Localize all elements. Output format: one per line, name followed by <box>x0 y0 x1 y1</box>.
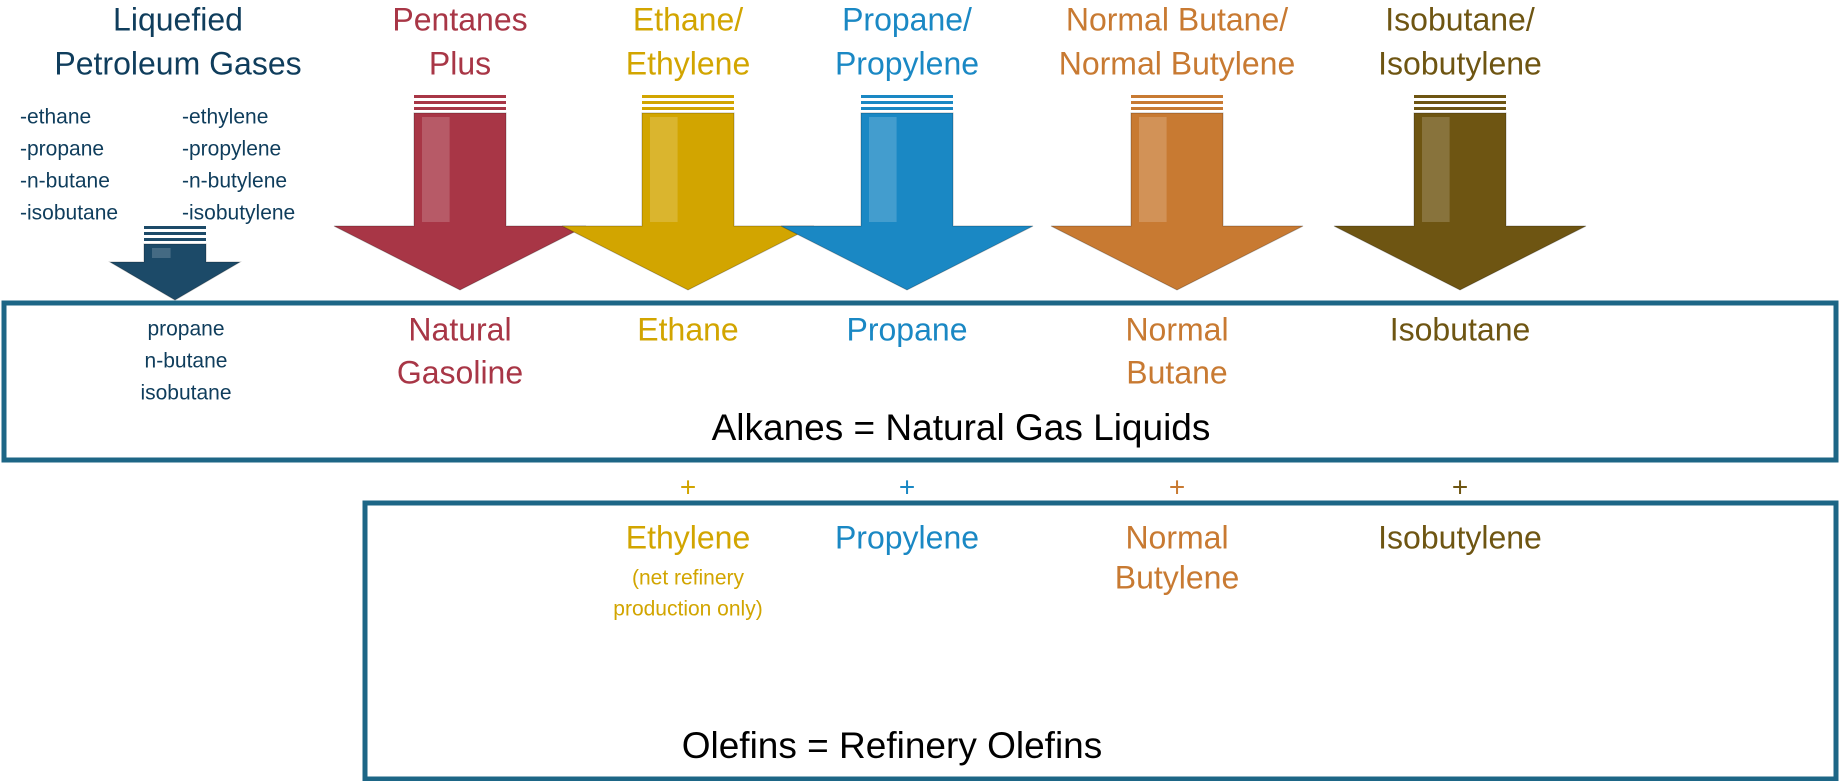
flow-arrow-stripe <box>414 95 506 98</box>
olefin-label: Normal <box>1125 519 1228 555</box>
flow-arrow-stripe <box>1131 107 1223 110</box>
flow-arrow <box>334 113 586 290</box>
lpg-title: Liquefied <box>113 1 243 37</box>
olefin-note: production only) <box>613 598 762 621</box>
plus-sign: + <box>1452 471 1468 502</box>
plus-sign: + <box>680 471 696 502</box>
column-header: Propane/ <box>842 1 972 37</box>
olefin-note: (net refinery <box>632 567 745 590</box>
column-header: Normal Butane/ <box>1066 1 1288 37</box>
lpg-arrow-shine <box>152 248 171 258</box>
flow-arrow-shine <box>1422 117 1450 222</box>
column-header: Normal Butylene <box>1059 45 1296 81</box>
column-header: Ethane/ <box>633 1 743 37</box>
lpg-arrow-stripe <box>144 226 206 229</box>
lpg-arrow-stripe <box>144 238 206 241</box>
flow-arrow-stripe <box>861 101 953 104</box>
lpg-arrow-stripe <box>144 232 206 235</box>
flow-arrow-shine <box>650 117 678 222</box>
olefin-label: Isobutylene <box>1378 519 1542 555</box>
lpg-alkane: -ethane <box>20 106 91 129</box>
lpg-olefin: -ethylene <box>182 106 268 129</box>
column-header: Propylene <box>835 45 979 81</box>
lpg-olefin: -isobutylene <box>182 202 295 225</box>
flow-arrow-stripe <box>861 107 953 110</box>
lpg-output: propane <box>147 318 224 341</box>
lpg-output: n-butane <box>145 350 228 373</box>
alkane-label: Gasoline <box>397 354 523 390</box>
flow-arrow-stripe <box>642 95 734 98</box>
column-header: Isobutane/ <box>1385 1 1535 37</box>
column-header: Plus <box>429 45 491 81</box>
flow-arrow-shine <box>422 117 450 222</box>
alkane-label: Normal <box>1125 311 1228 347</box>
flow-arrow-stripe <box>642 107 734 110</box>
alkane-label: Ethane <box>637 311 738 347</box>
flow-arrow-stripe <box>642 101 734 104</box>
olefin-label: Butylene <box>1115 559 1240 595</box>
lpg-olefin: -propylene <box>182 138 281 161</box>
flow-arrow <box>1334 113 1586 290</box>
plus-sign: + <box>1169 471 1185 502</box>
lpg-olefin: -n-butylene <box>182 170 287 193</box>
diagram: Liquefied Petroleum Gases -ethane -propane -… <box>0 0 1840 781</box>
alkane-label: Butane <box>1126 354 1227 390</box>
lpg-alkane: -n-butane <box>20 170 110 193</box>
flow-arrow-stripe <box>1131 95 1223 98</box>
lpg-alkane: -isobutane <box>20 202 118 225</box>
alkane-label: Propane <box>847 311 968 347</box>
olefins-box-label: Olefins = Refinery Olefins <box>682 725 1103 766</box>
flow-arrow-stripe <box>1414 95 1506 98</box>
lpg-arrow <box>110 244 240 300</box>
flow-arrow <box>1051 113 1303 290</box>
flow-arrow-stripe <box>414 101 506 104</box>
plus-sign: + <box>899 471 915 502</box>
flow-arrow-shine <box>869 117 897 222</box>
lpg-output: isobutane <box>140 382 231 405</box>
flow-arrow-stripe <box>1131 101 1223 104</box>
olefin-label: Ethylene <box>626 519 751 555</box>
flow-arrow <box>562 113 814 290</box>
column-header: Pentanes <box>392 1 527 37</box>
flow-arrow-stripe <box>414 107 506 110</box>
alkanes-box-label: Alkanes = Natural Gas Liquids <box>712 407 1211 448</box>
flow-arrow-stripe <box>861 95 953 98</box>
column-header: Isobutylene <box>1378 45 1542 81</box>
column-header: Ethylene <box>626 45 751 81</box>
flow-arrow-stripe <box>1414 101 1506 104</box>
olefin-label: Propylene <box>835 519 979 555</box>
flow-arrow <box>781 113 1033 290</box>
lpg-alkane: -propane <box>20 138 104 161</box>
lpg-title: Petroleum Gases <box>54 45 301 81</box>
alkane-label: Isobutane <box>1390 311 1531 347</box>
flow-arrow-shine <box>1139 117 1167 222</box>
alkane-label: Natural <box>408 311 511 347</box>
flow-arrow-stripe <box>1414 107 1506 110</box>
